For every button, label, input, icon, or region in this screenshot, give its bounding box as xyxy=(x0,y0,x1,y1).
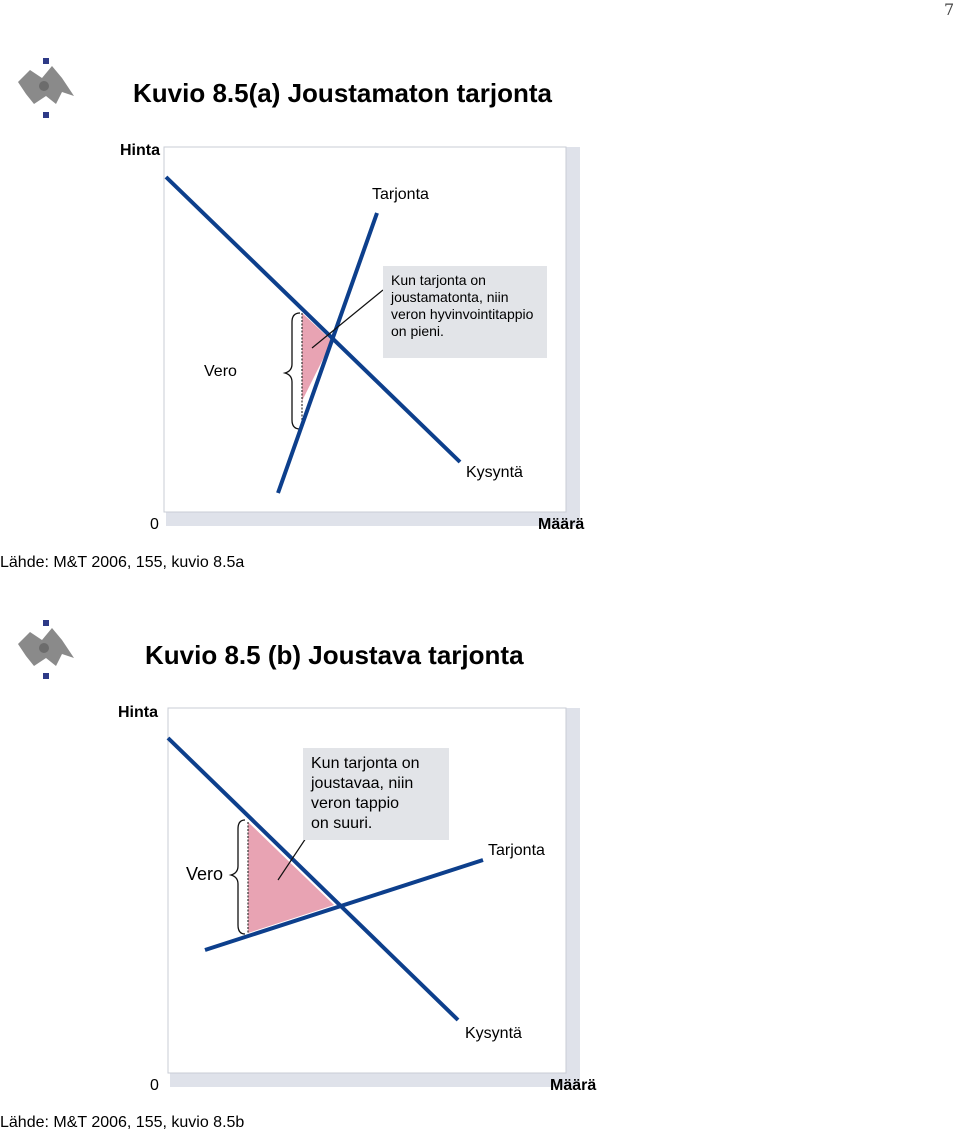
figure-title: Kuvio 8.5(a) Joustamaton tarjonta xyxy=(133,78,552,108)
x-axis-label: Määrä xyxy=(538,516,585,533)
demand-label: Kysyntä xyxy=(466,464,523,481)
note-box: Kun tarjonta on joustavaa, niin veron ta… xyxy=(303,748,449,840)
supply-label: Tarjonta xyxy=(372,186,429,203)
deadweight-loss-triangle xyxy=(302,313,332,401)
demand-curve xyxy=(164,175,462,464)
tax-label: Vero xyxy=(186,864,224,884)
note-line: joustavaa, niin xyxy=(311,775,414,792)
y-axis-label: Hinta xyxy=(118,704,158,721)
note-pointer xyxy=(277,837,307,881)
x-axis-label: Määrä xyxy=(550,1077,597,1094)
y-axis-label: Hinta xyxy=(120,142,160,159)
supply-label: Tarjonta xyxy=(488,842,545,859)
frame-shadow-bottom xyxy=(166,512,580,526)
note-line: on pieni. xyxy=(391,323,444,339)
deadweight-loss-triangle xyxy=(248,822,334,933)
note-line: veron hyvinvointitappio xyxy=(391,306,534,322)
tax-label: Vero xyxy=(204,363,237,380)
university-logo-icon xyxy=(18,58,74,118)
source-text: Lähde: M&T 2006, 155, kuvio 8.5b xyxy=(0,1114,245,1131)
tax-brace xyxy=(282,312,301,430)
tax-brace xyxy=(228,819,246,935)
note-box: Kun tarjonta on joustamatonta, niin vero… xyxy=(383,266,547,358)
note-line: Kun tarjonta on xyxy=(311,755,420,772)
page-number: 7 xyxy=(944,0,955,19)
source-text: Lähde: M&T 2006, 155, kuvio 8.5a xyxy=(0,554,245,571)
origin-label: 0 xyxy=(150,1077,159,1094)
frame-shadow-right xyxy=(566,708,580,1080)
origin-label: 0 xyxy=(150,516,159,533)
frame-shadow-right xyxy=(566,147,580,519)
note-line: Kun tarjonta on xyxy=(391,272,486,288)
note-pointer xyxy=(311,289,384,349)
university-logo-icon xyxy=(18,620,74,679)
note-line: veron tappio xyxy=(311,795,400,812)
demand-label: Kysyntä xyxy=(465,1025,522,1042)
note-line: joustamatonta, niin xyxy=(391,289,509,305)
note-line: on suuri. xyxy=(311,815,373,832)
demand-curve xyxy=(166,736,460,1022)
figure-title: Kuvio 8.5 (b) Joustava tarjonta xyxy=(145,640,524,670)
frame-shadow-bottom xyxy=(170,1073,580,1087)
supply-curve xyxy=(204,858,484,952)
supply-curve xyxy=(276,212,379,494)
